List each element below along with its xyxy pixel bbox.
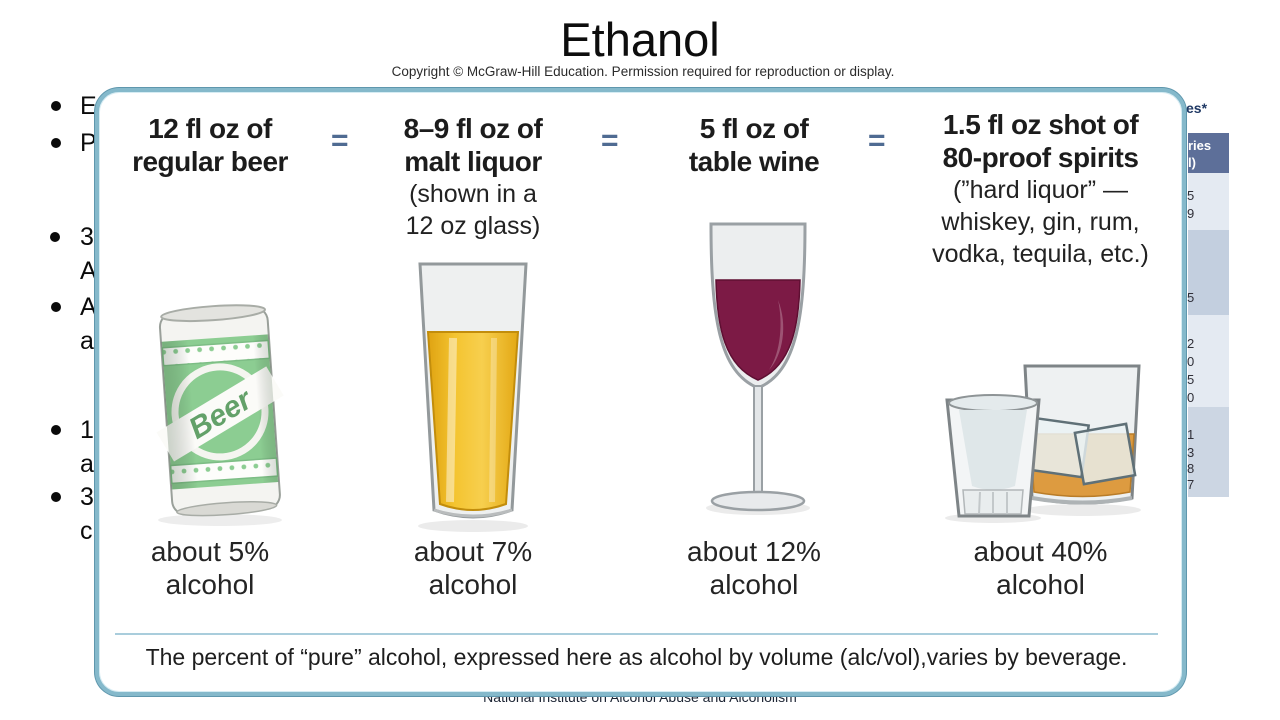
bullet-text-fragment: A [80, 293, 97, 321]
figure-caption: The percent of “pure” alcohol, expressed… [145, 644, 1128, 670]
side-table-value-fragment: 5 [1187, 290, 1195, 305]
side-table-header-cell: ries l) [1188, 133, 1229, 177]
side-table-title-fragment: es* [1186, 100, 1208, 116]
subtitle-line: (”hard liquor” — [952, 176, 1129, 204]
side-table-value-fragment: 3 [1187, 445, 1195, 460]
bullet-text-fragment: 3 [80, 483, 94, 511]
beer-can-illustration: Beer [138, 296, 300, 528]
side-table-value-fragment: 0 [1187, 390, 1195, 405]
column-header-spirits: 1.5 fl oz shot of 80-proof spirits (”har… [898, 108, 1183, 270]
bullet-dot [51, 492, 61, 502]
header-line: 5 fl oz of [699, 113, 809, 144]
alcohol-percent: about 7% [413, 536, 533, 567]
alcohol-label-malt: about 7% alcohol [353, 535, 593, 601]
alcohol-label-wine: about 12% alcohol [634, 535, 874, 601]
column-header-malt-liquor: 8–9 fl oz of malt liquor (shown in a 12 … [353, 112, 593, 242]
subtitle-line: whiskey, gin, rum, [941, 208, 1140, 236]
side-table-value-fragment: 2 [1187, 336, 1195, 351]
side-table-header-fragment: l) [1188, 155, 1196, 170]
alcohol-percent: about 5% [150, 536, 270, 567]
copyright-line: Copyright © McGraw-Hill Education. Permi… [391, 64, 895, 79]
page-title: Ethanol [560, 13, 720, 66]
alcohol-percent: about 12% [687, 536, 821, 567]
alcohol-word: alcohol [996, 569, 1085, 600]
side-table-value-fragment: 5 [1187, 188, 1195, 203]
side-table-row-band [1188, 407, 1229, 497]
side-table-value-fragment: 7 [1187, 477, 1195, 492]
caption-divider-line [115, 633, 1158, 635]
bullet-text-fragment: a [80, 327, 94, 355]
alcohol-word: alcohol [165, 569, 255, 600]
column-header-wine: 5 fl oz of table wine [634, 112, 874, 178]
side-table-row-band [1188, 315, 1229, 407]
shot-and-whiskey-glass-illustration [933, 358, 1147, 524]
subtitle-line: 12 oz glass) [405, 212, 541, 240]
header-line: 80-proof spirits [942, 142, 1139, 173]
bullet-text-fragment: 3 [80, 223, 94, 251]
header-line: regular beer [132, 146, 288, 177]
equals-sign: = [601, 124, 619, 157]
bullet-dot [51, 425, 61, 435]
bullet-text-fragment: A [80, 257, 97, 285]
header-line: table wine [688, 146, 820, 177]
side-table-value-fragment: 8 [1187, 461, 1195, 476]
header-line: 1.5 fl oz shot of [942, 109, 1139, 140]
side-table-value-fragment: 1 [1187, 427, 1195, 442]
bullet-dot [50, 232, 60, 242]
subtitle-line: vodka, tequila, etc.) [932, 240, 1149, 268]
header-line: 12 fl oz of [148, 113, 272, 144]
bullet-text-fragment: 1 [80, 416, 94, 444]
wine-glass-illustration [683, 220, 833, 516]
side-table-value-fragment: 0 [1187, 354, 1195, 369]
bullet-text-fragment: a [80, 450, 94, 478]
bullet-dot [51, 302, 61, 312]
header-line: 8–9 fl oz of [403, 113, 543, 144]
column-header-beer: 12 fl oz of regular beer [95, 112, 325, 178]
bullet-dot [51, 138, 61, 148]
alcohol-label-beer: about 5% alcohol [95, 535, 325, 601]
malt-liquor-glass-illustration [398, 258, 548, 534]
side-table-value-fragment: 9 [1187, 206, 1195, 221]
side-table-header-fragment: ries [1188, 138, 1212, 153]
equals-sign: = [868, 124, 886, 157]
header-line: malt liquor [404, 146, 542, 177]
bullet-text-fragment: c [80, 517, 93, 545]
bullet-text-fragment: P [80, 129, 97, 157]
side-table-value-fragment: 5 [1187, 372, 1195, 387]
bullet-text-fragment: E [80, 92, 97, 120]
alcohol-label-spirits: about 40% alcohol [898, 535, 1183, 601]
equals-sign: = [331, 124, 349, 157]
standard-drinks-figure-panel [95, 88, 1186, 696]
alcohol-word: alcohol [428, 569, 518, 600]
bullet-dot [51, 101, 61, 111]
subtitle-line: (shown in a [409, 180, 537, 208]
alcohol-percent: about 40% [973, 536, 1108, 567]
alcohol-word: alcohol [709, 569, 799, 600]
side-table-row-band [1188, 230, 1229, 315]
side-table-row-band [1188, 173, 1229, 230]
